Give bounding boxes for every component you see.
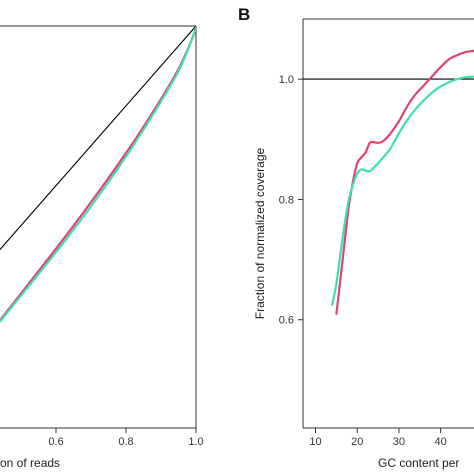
x-tick-label: 40 xyxy=(435,436,447,448)
reference-line xyxy=(0,25,196,251)
x-tick-label: 30 xyxy=(393,436,405,448)
panel-a-plot: 0.6 0.8 1.0 on of reads xyxy=(0,25,204,470)
panel-b-plot: 10 20 30 40 0.6 0.8 1.0 GC content per Fraction … xyxy=(238,5,474,470)
y-tick-label: 0.8 xyxy=(279,194,294,206)
plot-frame-1 xyxy=(302,18,474,429)
x-tick-label: 0.8 xyxy=(118,436,133,448)
x-tick-label: 0.6 xyxy=(48,436,63,448)
series-line-2 xyxy=(331,75,474,306)
series-line-2 xyxy=(0,26,196,323)
y-tick-label: 1.0 xyxy=(279,74,294,86)
x-axis-title: on of reads xyxy=(0,456,60,470)
x-tick-label: 10 xyxy=(309,436,321,448)
series-line-1 xyxy=(335,49,474,315)
panel-letter: B xyxy=(238,5,250,24)
plot-frame-0 xyxy=(0,25,197,429)
y-tick-label: 0.6 xyxy=(279,315,294,327)
x-tick-label: 20 xyxy=(351,436,363,448)
x-axis-title: GC content per xyxy=(378,456,459,470)
x-tick-label: 1.0 xyxy=(188,436,203,448)
y-axis-title: Fraction of normalized coverage xyxy=(253,147,267,319)
series-line-1 xyxy=(0,28,196,322)
